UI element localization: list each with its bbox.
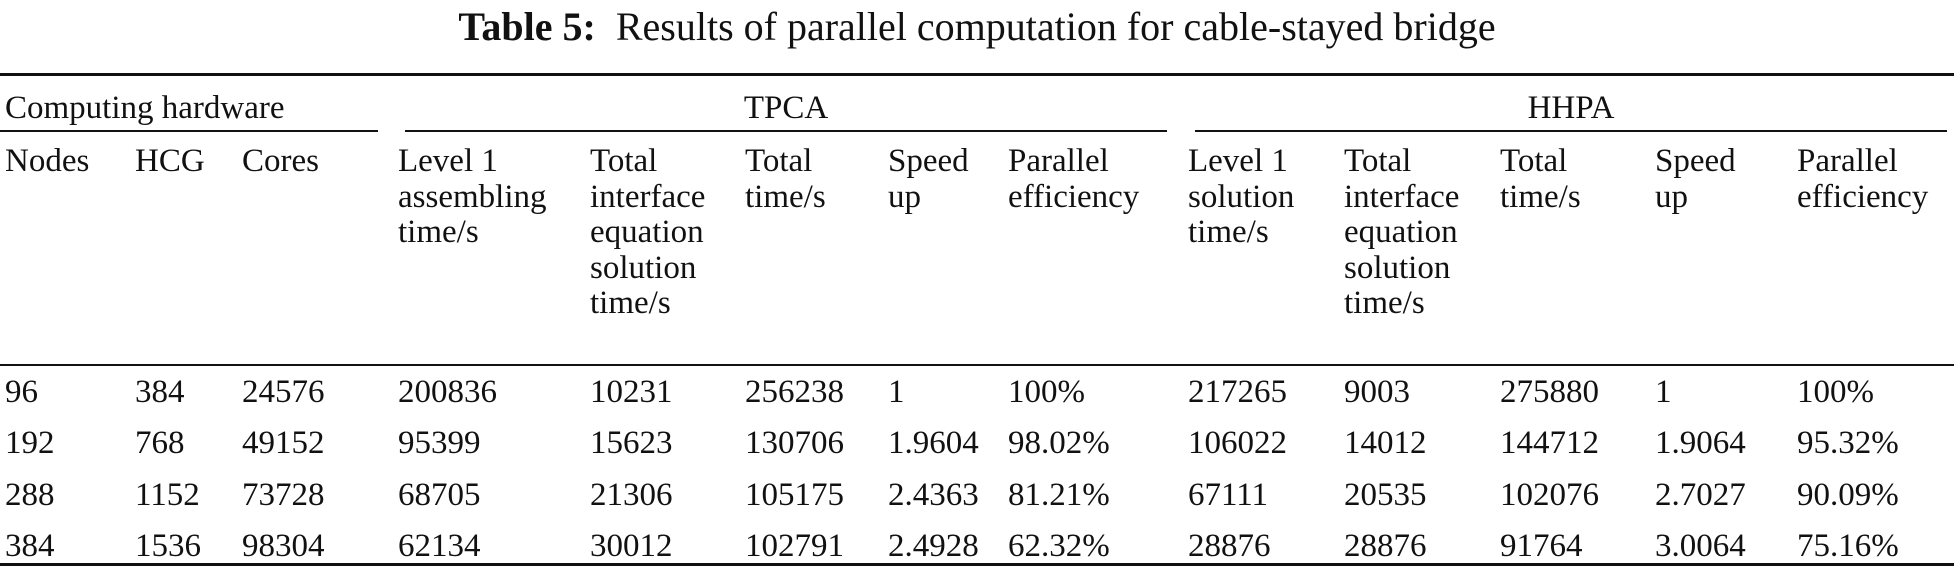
column-header-hhpa-level1: solution <box>1188 178 1295 215</box>
table-cell-hhpa-eff: 90.09% <box>1797 477 1899 513</box>
group-header-tpca: TPCA <box>743 90 829 126</box>
column-header-hhpa-interface: equation <box>1344 214 1458 250</box>
column-header-tpca-interface: time/s <box>590 285 671 321</box>
group-header-hhpa: HHPA <box>1527 90 1615 126</box>
table-cell-hhpa-level1: 106022 <box>1188 425 1287 461</box>
table-cell-hhpa-total: 144712 <box>1500 425 1599 461</box>
table-cell-nodes: 96 <box>5 374 38 410</box>
column-header-tpca-interface: interface <box>590 178 706 215</box>
table-cell-tpca-total: 102791 <box>745 528 844 564</box>
column-header-tpca-interface: solution <box>590 249 697 286</box>
table-cell-hhpa-interface: 14012 <box>1344 425 1427 461</box>
tpca-group-rule <box>405 130 1167 132</box>
column-header-hhpa-interface: interface <box>1344 178 1460 215</box>
table-caption-text: Results of parallel computation for cabl… <box>615 4 1496 49</box>
column-header-tpca-eff: Parallel <box>1008 143 1109 179</box>
table-cell-tpca-eff: 81.21% <box>1008 477 1110 513</box>
table-cell-hcg: 1152 <box>135 477 200 513</box>
column-header-tpca-speed: Speed <box>888 143 969 179</box>
table-cell-hcg: 384 <box>135 374 185 410</box>
table-cell-tpca-level1: 62134 <box>398 528 481 564</box>
table-cell-hhpa-interface: 20535 <box>1344 477 1427 513</box>
table-cell-hhpa-level1: 28876 <box>1188 528 1271 564</box>
column-header-tpca-total: time/s <box>745 178 826 215</box>
table-cell-tpca-eff: 98.02% <box>1008 425 1110 461</box>
table-cell-hhpa-speed: 3.0064 <box>1655 528 1746 564</box>
top-rule <box>0 73 1954 76</box>
table-cell-tpca-total: 256238 <box>745 374 844 410</box>
table-cell-tpca-speed: 1.9604 <box>888 425 979 461</box>
table-cell-nodes: 384 <box>5 528 55 564</box>
table-cell-tpca-interface: 30012 <box>590 528 673 564</box>
table-cell-hhpa-eff: 100% <box>1797 374 1874 410</box>
table-cell-tpca-speed: 1 <box>888 374 905 410</box>
hhpa-group-rule <box>1195 130 1947 132</box>
column-header-hhpa-interface: solution <box>1344 249 1451 286</box>
column-header-hhpa-speed: Speed <box>1655 143 1736 179</box>
column-header-tpca-speed: up <box>888 178 921 215</box>
table-cell-hcg: 768 <box>135 425 185 461</box>
table-cell-hhpa-eff: 95.32% <box>1797 425 1899 461</box>
bottom-rule <box>0 563 1954 566</box>
column-header-hhpa-eff: efficiency <box>1797 178 1929 215</box>
table-cell-hhpa-eff: 75.16% <box>1797 528 1899 564</box>
table-cell-hcg: 1536 <box>135 528 201 564</box>
table-cell-tpca-interface: 10231 <box>590 374 673 410</box>
table-cell-tpca-interface: 15623 <box>590 425 673 461</box>
table-cell-hhpa-speed: 2.7027 <box>1655 477 1746 513</box>
table-cell-tpca-total: 105175 <box>745 477 844 513</box>
column-header-tpca-interface: equation <box>590 214 704 250</box>
table-cell-hhpa-total: 91764 <box>1500 528 1583 564</box>
column-header-tpca-level1: time/s <box>398 214 479 250</box>
table-cell-hhpa-level1: 67111 <box>1188 477 1269 513</box>
table-cell-nodes: 192 <box>5 425 55 461</box>
table-cell-tpca-eff: 62.32% <box>1008 528 1110 564</box>
column-header-tpca-interface: Total <box>590 143 658 179</box>
table-cell-hhpa-total: 102076 <box>1500 477 1599 513</box>
table-cell-cores: 98304 <box>242 528 325 564</box>
column-header-hhpa-interface: Total <box>1344 143 1412 179</box>
table-cell-cores: 49152 <box>242 425 325 461</box>
table-cell-cores: 73728 <box>242 477 325 513</box>
table-cell-hhpa-interface: 28876 <box>1344 528 1427 564</box>
table-caption: Table 5: Results of parallel computation… <box>0 2 1954 52</box>
column-header-hhpa-total: time/s <box>1500 178 1581 215</box>
table-cell-tpca-level1: 200836 <box>398 374 497 410</box>
table-cell-tpca-speed: 2.4928 <box>888 528 979 564</box>
table-cell-nodes: 288 <box>5 477 55 513</box>
table-cell-cores: 24576 <box>242 374 325 410</box>
table-cell-tpca-interface: 21306 <box>590 477 673 513</box>
column-header-tpca-eff: efficiency <box>1008 178 1140 215</box>
table-cell-hhpa-interface: 9003 <box>1344 374 1410 410</box>
column-header-tpca-level1: Level 1 <box>398 143 498 179</box>
column-header-cores: Cores <box>242 143 319 179</box>
hardware-group-rule <box>0 130 378 132</box>
table-cell-hhpa-speed: 1 <box>1655 374 1672 410</box>
column-header-tpca-total: Total <box>745 143 813 179</box>
group-header-hardware: Computing hardware <box>5 90 285 126</box>
column-header-hhpa-level1: Level 1 <box>1188 143 1288 179</box>
column-header-hhpa-level1: time/s <box>1188 214 1269 250</box>
column-header-tpca-level1: assembling <box>398 178 547 215</box>
column-header-hhpa-interface: time/s <box>1344 285 1425 321</box>
table-cell-tpca-eff: 100% <box>1008 374 1085 410</box>
column-header-nodes: Nodes <box>5 143 90 179</box>
table-cell-hhpa-speed: 1.9064 <box>1655 425 1746 461</box>
column-header-hhpa-speed: up <box>1655 178 1688 215</box>
column-header-hhpa-eff: Parallel <box>1797 143 1898 179</box>
header-rule <box>0 364 1954 366</box>
table-cell-tpca-level1: 68705 <box>398 477 481 513</box>
table-cell-tpca-total: 130706 <box>745 425 844 461</box>
column-header-hhpa-total: Total <box>1500 143 1568 179</box>
table-cell-hhpa-total: 275880 <box>1500 374 1599 410</box>
table-caption-label: Table 5: <box>458 4 596 49</box>
table-cell-tpca-speed: 2.4363 <box>888 477 979 513</box>
table-cell-hhpa-level1: 217265 <box>1188 374 1287 410</box>
table-cell-tpca-level1: 95399 <box>398 425 481 461</box>
column-header-hcg: HCG <box>135 143 205 179</box>
